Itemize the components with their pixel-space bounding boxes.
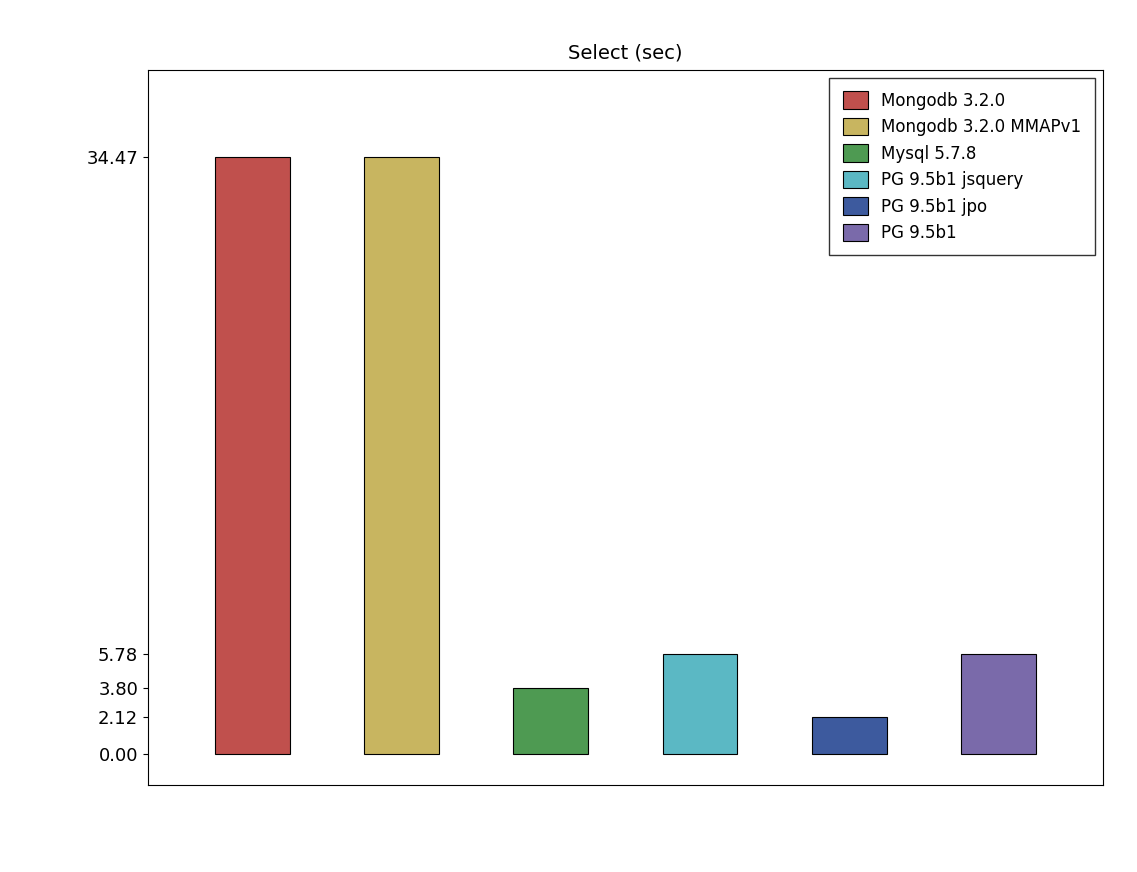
Bar [812, 717, 887, 753]
Bar [215, 157, 290, 753]
Bar [663, 654, 737, 753]
Bar [364, 157, 439, 753]
Legend: Mongodb 3.2.0, Mongodb 3.2.0 MMAPv1, Mysql 5.7.8, PG 9.5b1 jsquery, PG 9.5b1 jpo: Mongodb 3.2.0, Mongodb 3.2.0 MMAPv1, Mys… [829, 78, 1095, 255]
Bar [514, 688, 588, 753]
Bar [961, 654, 1036, 753]
Title: Select (sec): Select (sec) [568, 44, 682, 63]
